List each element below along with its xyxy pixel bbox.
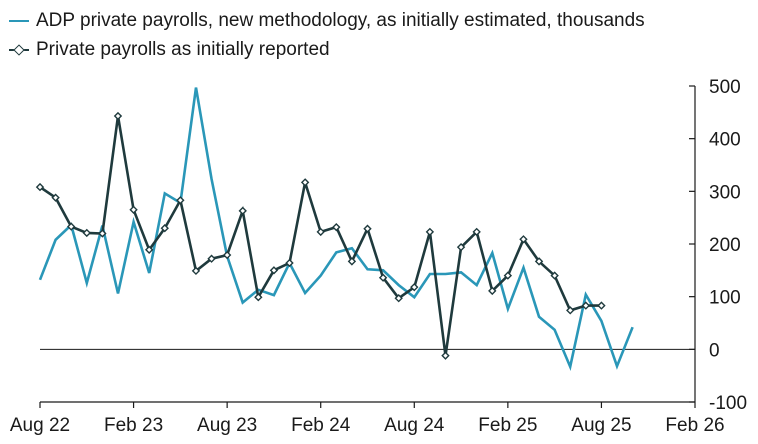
- series-point-1: [82, 228, 91, 238]
- legend-item-adp: ADP private payrolls, new methodology, a…: [8, 6, 645, 35]
- series-point-1: [597, 301, 606, 310]
- series-point-1: [176, 196, 185, 205]
- series-point-1: [456, 242, 466, 252]
- series-point-1: [503, 271, 513, 280]
- series-point-1: [519, 235, 528, 244]
- x-tick-label: Feb 26: [665, 415, 724, 436]
- series-point-1: [472, 227, 481, 237]
- series-point-1: [269, 266, 279, 275]
- series-point-1: [207, 254, 216, 263]
- x-tick-label: Feb 23: [104, 415, 163, 436]
- x-tick-label: Aug 23: [197, 415, 257, 436]
- series-point-1: [488, 286, 497, 296]
- series-point-1: [191, 266, 201, 276]
- series-point-1: [581, 301, 591, 310]
- x-tick-label: Feb 25: [478, 415, 537, 436]
- x-tick-label: Aug 24: [384, 415, 445, 436]
- legend-label-private-payrolls: Private payrolls as initially reported: [36, 39, 330, 60]
- y-tick-label: 400: [709, 130, 741, 151]
- series-point-1: [441, 351, 450, 360]
- x-tick-label: Feb 24: [291, 415, 351, 436]
- series-point-1: [98, 229, 107, 238]
- series-point-1: [378, 273, 388, 282]
- legend: ADP private payrolls, new methodology, a…: [8, 6, 645, 64]
- legend-label-adp: ADP private payrolls, new methodology, a…: [36, 10, 645, 31]
- series-point-1: [129, 205, 138, 214]
- series-point-1: [425, 227, 435, 237]
- legend-swatch-adp: [8, 13, 30, 29]
- y-tick-label: 200: [709, 235, 741, 256]
- series-point-1: [160, 224, 169, 233]
- series-point-1: [67, 222, 76, 231]
- series-point-1: [254, 293, 263, 302]
- series-point-1: [394, 294, 403, 303]
- series-point-1: [534, 257, 544, 266]
- series-point-1: [347, 257, 357, 266]
- series-point-1: [113, 111, 123, 121]
- series-point-1: [332, 222, 341, 232]
- series-point-1: [35, 182, 45, 192]
- series-point-1: [300, 178, 310, 187]
- y-tick-label: 500: [709, 77, 741, 98]
- y-tick-label: -100: [709, 393, 747, 414]
- series-point-1: [363, 224, 372, 233]
- y-tick-label: 0: [709, 340, 720, 361]
- series-point-1: [222, 250, 232, 260]
- series-point-1: [410, 282, 419, 292]
- series-point-1: [144, 245, 154, 254]
- legend-item-private-payrolls: Private payrolls as initially reported: [8, 35, 645, 64]
- series-point-1: [316, 227, 325, 237]
- x-tick-label: Aug 25: [571, 415, 631, 436]
- series-point-1: [51, 193, 60, 202]
- series-point-1: [550, 271, 559, 280]
- series-line-0: [38, 87, 634, 371]
- legend-swatch-private-payrolls: [8, 42, 30, 58]
- y-tick-label: 300: [709, 182, 741, 203]
- series-point-1: [238, 206, 247, 216]
- series-point-1: [566, 306, 575, 315]
- x-tick-label: Aug 22: [10, 415, 70, 436]
- y-tick-label: 100: [709, 288, 741, 309]
- series-point-1: [285, 258, 294, 268]
